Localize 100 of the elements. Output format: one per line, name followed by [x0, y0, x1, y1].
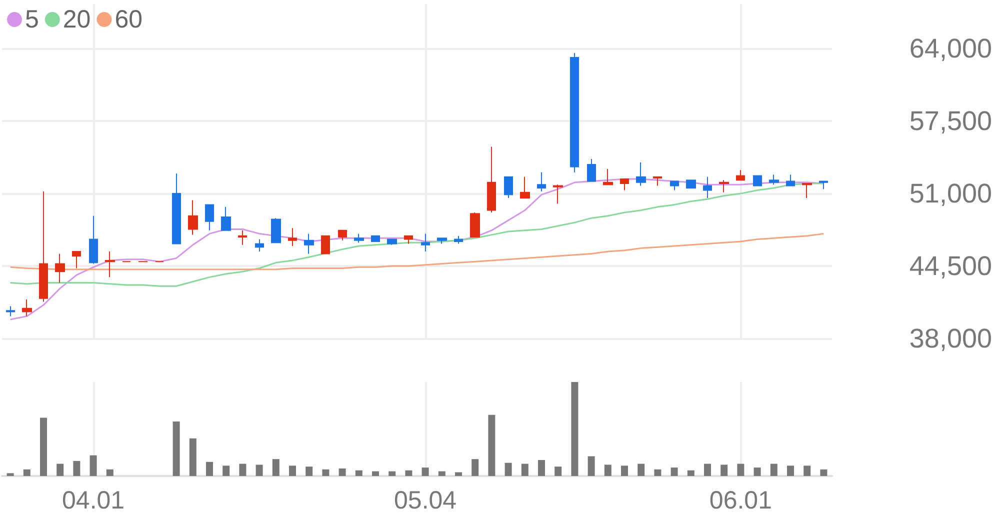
bar: [604, 464, 612, 476]
candlestick: [753, 175, 762, 186]
candlestick: [205, 204, 214, 231]
bar: [787, 466, 794, 476]
candlestick: [570, 52, 579, 173]
candlestick: [221, 206, 231, 231]
candlestick: [238, 230, 247, 246]
bar: [571, 382, 578, 476]
bar: [538, 460, 545, 476]
bar: [621, 466, 628, 476]
candlestick: [288, 228, 297, 246]
candlestick: [537, 172, 546, 192]
candlestick: [354, 233, 364, 244]
candlestick: [520, 176, 530, 199]
candlestick: [719, 180, 729, 193]
bar: [504, 462, 512, 476]
candlestick: [371, 235, 380, 242]
bar: [56, 464, 64, 476]
candlestick: [587, 158, 596, 182]
bar: [554, 466, 562, 476]
candlestick: [72, 251, 81, 269]
bar: [272, 459, 280, 476]
candlestick: [304, 233, 314, 254]
candlestick: [686, 180, 696, 188]
bar: [438, 471, 446, 476]
x-tick-label: 04.01: [62, 486, 125, 514]
candlestick: [421, 233, 430, 252]
bar: [289, 466, 296, 476]
candlestick: [172, 172, 181, 244]
candlestick: [670, 180, 679, 191]
candlestick: [620, 178, 629, 191]
bar: [40, 418, 47, 476]
legend-label: 20: [62, 6, 91, 34]
bar: [455, 472, 462, 476]
bar: [804, 466, 811, 476]
y-tick-label: 38,000: [909, 324, 992, 354]
bar: [638, 464, 645, 476]
y-tick-label: 44,500: [909, 251, 992, 282]
bar: [588, 456, 595, 476]
bar: [521, 464, 528, 476]
candlestick: [636, 162, 646, 186]
candlestick: [736, 170, 745, 181]
candlestick: [487, 146, 496, 214]
candlestick: [769, 174, 779, 186]
candlestick: [387, 238, 397, 246]
candlestick: [653, 176, 662, 186]
candlestick: [271, 218, 281, 244]
line-series: [10, 182, 824, 287]
bar: [189, 438, 196, 476]
bar: [90, 455, 97, 476]
candlestick: [437, 238, 447, 244]
bar: [704, 464, 711, 476]
bar: [6, 473, 14, 476]
y-tick-label: 51,000: [909, 178, 992, 209]
candlestick: [603, 168, 613, 186]
candlestick: [22, 298, 32, 317]
bar: [338, 468, 346, 476]
legend-label: 60: [114, 6, 143, 34]
bar: [737, 464, 744, 476]
x-tick-label: 06.01: [709, 486, 772, 514]
bar: [23, 469, 30, 476]
x-tick-label: 05.04: [394, 486, 457, 514]
candlestick: [786, 174, 795, 186]
candlestick: [404, 235, 413, 244]
candlestick: [553, 184, 563, 204]
candlestick: [55, 253, 65, 284]
bar: [322, 469, 330, 476]
legend-label: 5: [25, 6, 39, 34]
candlestick: [504, 176, 513, 199]
bar: [405, 470, 412, 476]
candlestick: [703, 176, 712, 199]
line-series: [10, 232, 824, 270]
bar: [720, 464, 728, 476]
bar: [239, 464, 246, 476]
bar: [222, 466, 230, 476]
candlestick: [188, 200, 198, 236]
y-tick-label: 64,000: [909, 34, 992, 64]
y-tick-label: 57,500: [909, 106, 992, 136]
candlestick: [105, 251, 115, 278]
bar: [488, 414, 496, 476]
bar: [687, 470, 694, 476]
candlestick: [819, 180, 828, 190]
candlestick: [39, 190, 48, 302]
candlestick: [321, 235, 330, 254]
candlestick: [255, 238, 264, 252]
bar: [820, 469, 828, 476]
bar: [472, 459, 479, 476]
candlestick: [470, 212, 480, 238]
bar: [306, 466, 313, 476]
bar: [770, 464, 778, 476]
bar: [754, 468, 761, 476]
bar: [256, 464, 263, 476]
candlestick: [89, 215, 98, 264]
bar: [355, 470, 362, 476]
candlestick: [338, 230, 347, 241]
bar: [73, 460, 80, 476]
bar: [388, 471, 396, 476]
bar: [106, 469, 114, 476]
candlestick: [802, 183, 812, 199]
bar: [422, 468, 429, 476]
